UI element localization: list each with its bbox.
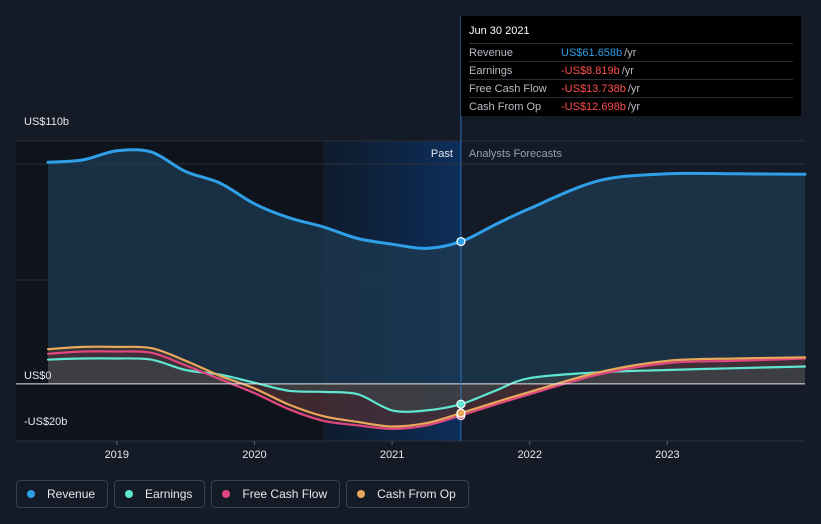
cash-from-op-line	[46, 345, 807, 428]
tooltip-label: Cash From Op	[469, 100, 542, 113]
legend-dot-icon	[125, 490, 134, 498]
x-tick-label: 2022	[517, 449, 541, 461]
tooltip-unit: /yr	[621, 64, 634, 77]
tooltip-value: -US$13.738b	[561, 82, 626, 95]
legend: Revenue Earnings Free Cash Flow Cash Fro…	[16, 480, 469, 508]
y-axis-labels: US$110b US$0 -US$20b	[24, 116, 69, 428]
legend-item-free-cash-flow[interactable]: Free Cash Flow	[211, 480, 341, 508]
tooltip-value: -US$12.698b	[561, 100, 626, 113]
x-tick-label: 2023	[655, 449, 679, 461]
y-tick-label: US$0	[24, 370, 52, 382]
tooltip-label: Free Cash Flow	[469, 82, 547, 95]
revenue-line	[46, 148, 807, 250]
legend-label: Revenue	[47, 487, 96, 501]
forecast-label: Analysts Forecasts	[469, 148, 562, 160]
tooltip-unit: /yr	[627, 100, 641, 113]
cash-from-op-marker	[456, 408, 466, 418]
legend-item-cash-from-op[interactable]: Cash From Op	[346, 480, 469, 508]
free-cash-flow-line	[46, 350, 807, 430]
legend-dot-icon	[27, 490, 35, 498]
tooltip-value: -US$8.819b	[561, 64, 620, 77]
tooltip-date: Jun 30 2021	[469, 25, 530, 37]
revenue-area	[48, 149, 805, 384]
x-tick-label: 2021	[380, 449, 404, 461]
legend-label: Earnings	[145, 487, 193, 501]
legend-label: Free Cash Flow	[242, 487, 328, 501]
tooltip: Jun 30 2021 Revenue US$61.658b /yr Earni…	[461, 16, 801, 116]
tooltip-row-earnings: Earnings -US$8.819b /yr	[469, 61, 793, 79]
tooltip-label: Earnings	[469, 64, 513, 77]
tooltip-value: US$61.658b	[561, 46, 623, 59]
tooltip-unit: /yr	[627, 82, 641, 95]
tooltip-row-free-cash-flow: Free Cash Flow -US$13.738b /yr	[469, 79, 793, 97]
y-tick-label: -US$20b	[24, 416, 67, 428]
tooltip-label: Revenue	[469, 46, 514, 59]
revenue-marker	[456, 236, 466, 247]
x-tick-label: 2020	[242, 449, 266, 461]
legend-dot-icon	[357, 490, 366, 498]
current-markers	[456, 236, 466, 421]
legend-dot-icon	[222, 490, 231, 498]
tooltip-unit: /yr	[624, 46, 637, 59]
x-tick-label: 2019	[105, 449, 129, 461]
tooltip-row-cash-from-op: Cash From Op -US$12.698b /yr	[469, 97, 793, 115]
legend-item-earnings[interactable]: Earnings	[114, 480, 206, 508]
legend-label: Cash From Op	[377, 487, 456, 501]
earnings-marker	[456, 399, 466, 409]
series-lines	[46, 148, 807, 430]
past-label: Past	[431, 148, 453, 160]
y-tick-label: US$110b	[24, 116, 69, 128]
legend-item-revenue[interactable]: Revenue	[16, 480, 109, 508]
tooltip-row-revenue: Revenue US$61.658b /yr	[469, 43, 793, 61]
x-axis-labels: 2019 2020 2021 2022 2023	[105, 441, 680, 461]
